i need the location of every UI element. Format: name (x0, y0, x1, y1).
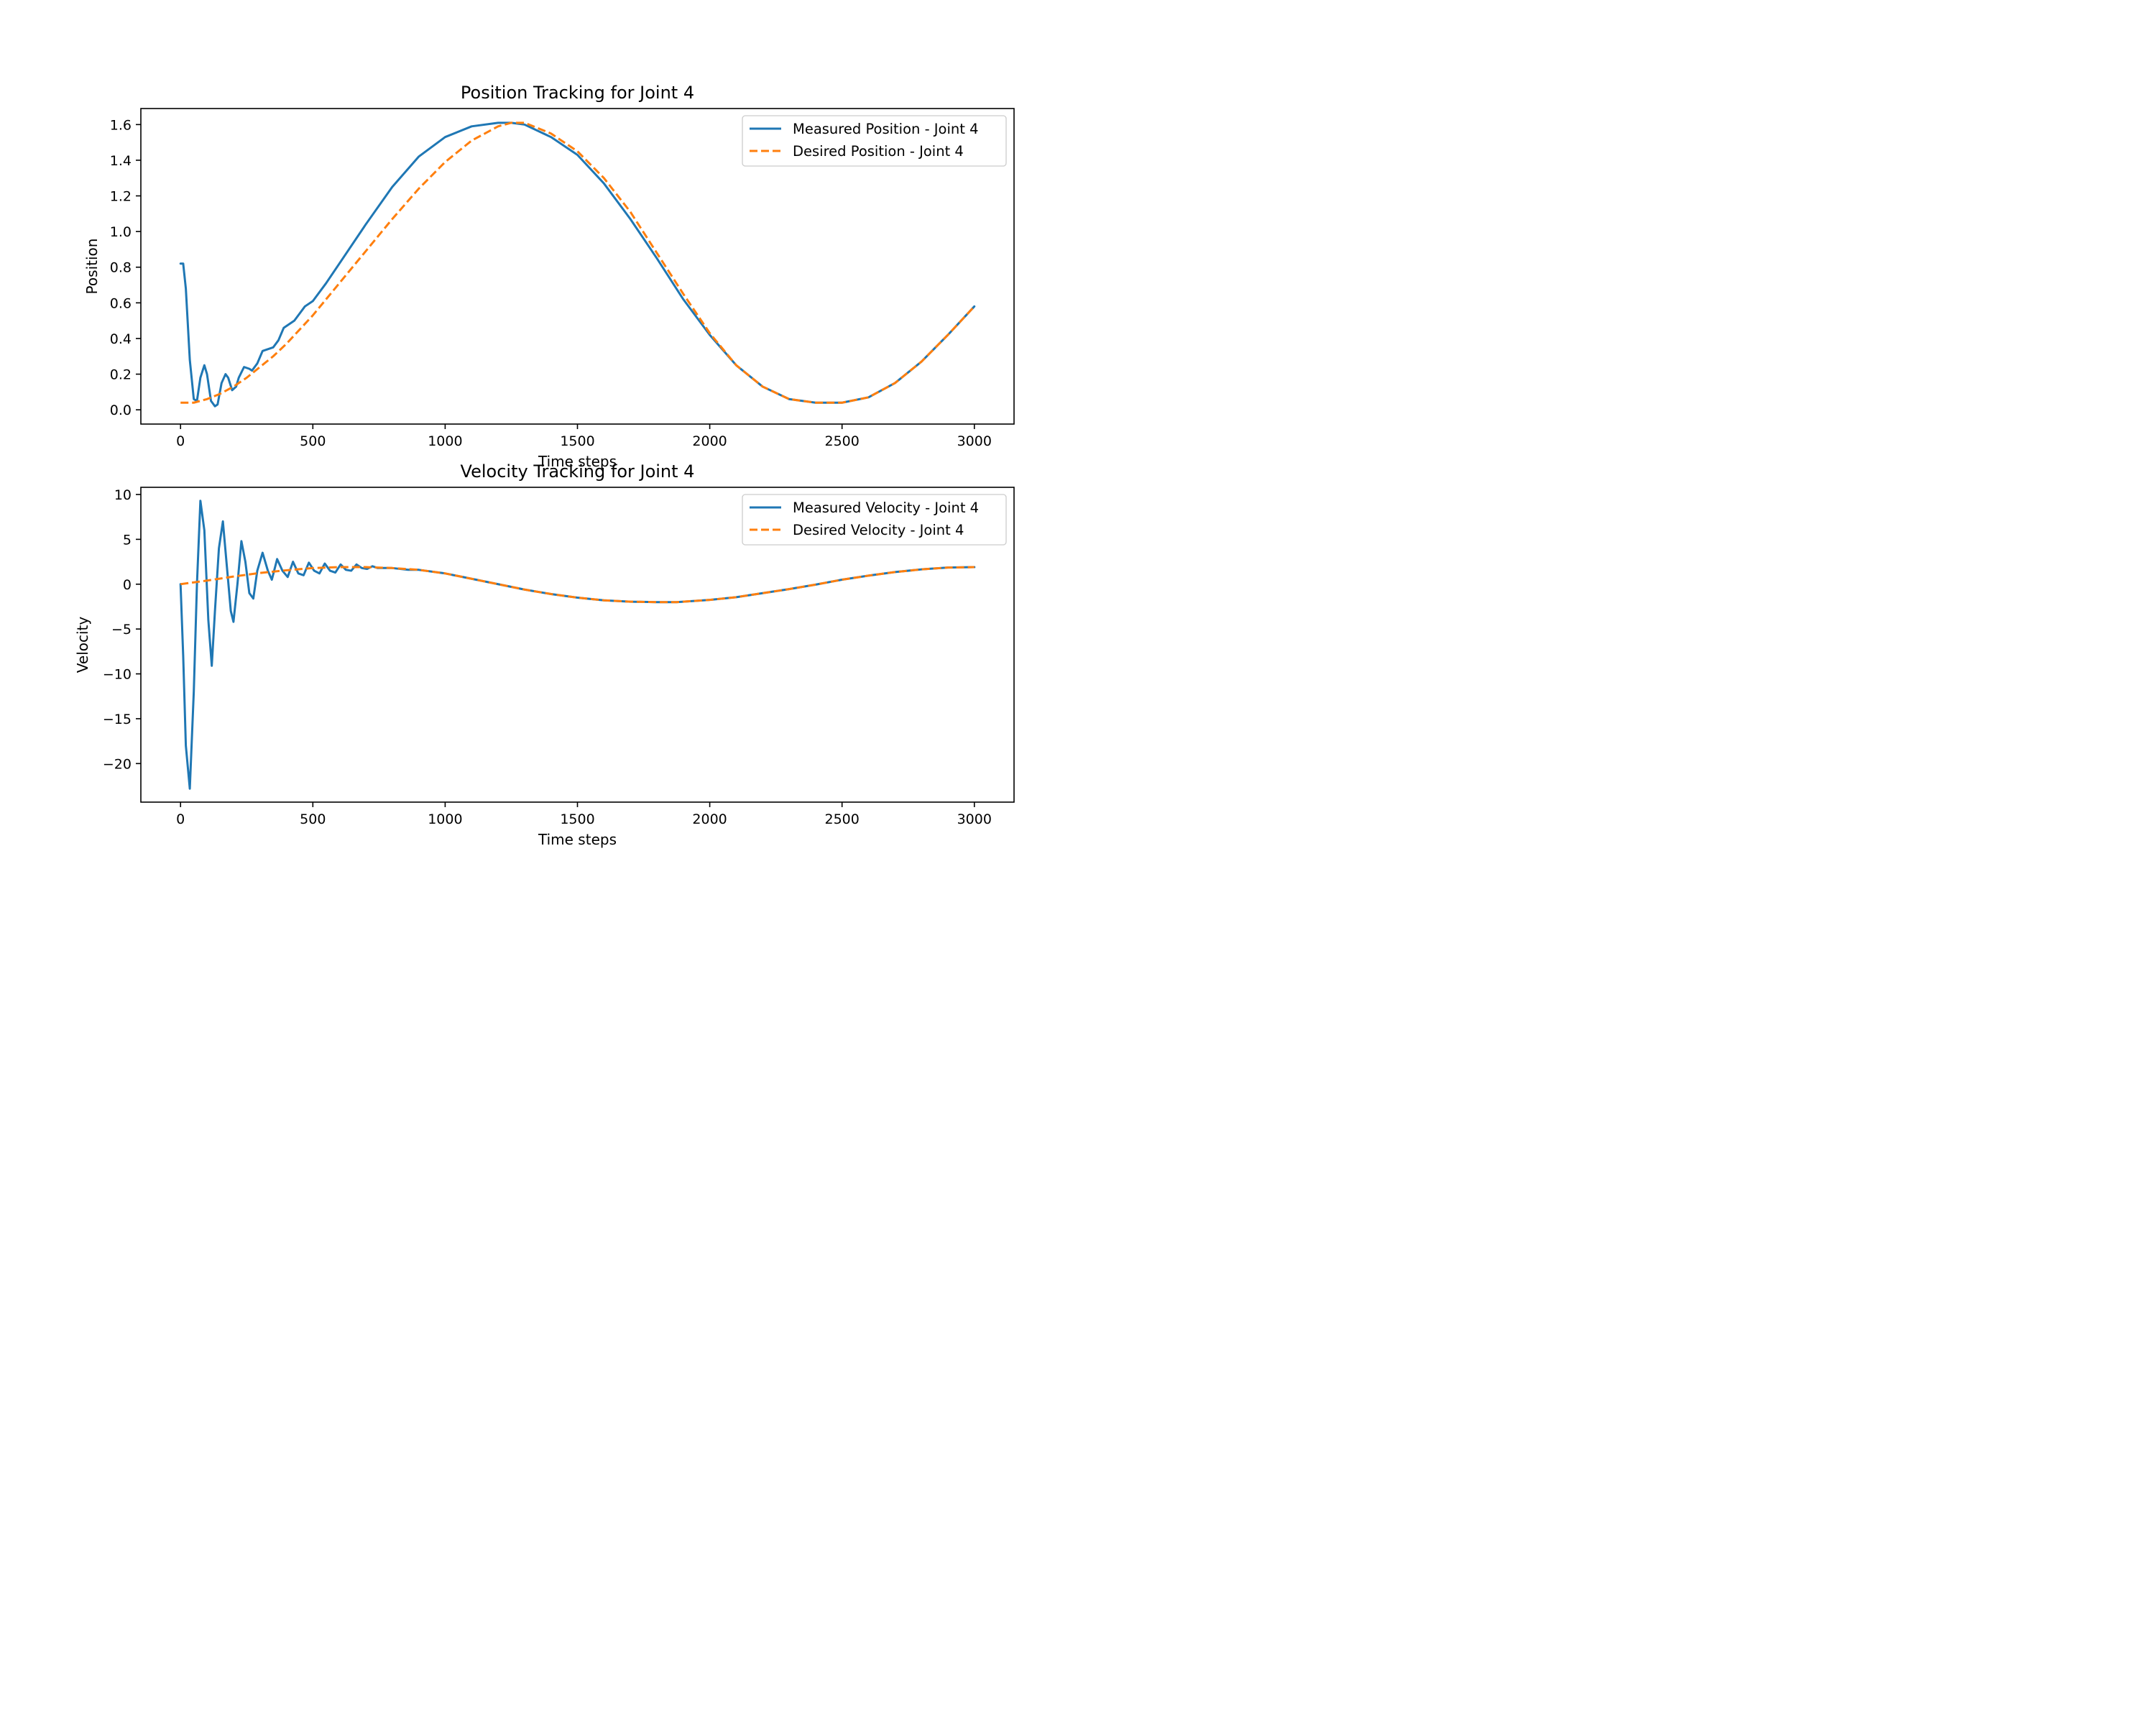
series-line-measured (179, 121, 976, 408)
chart-title: Position Tracking for Joint 4 (461, 83, 694, 103)
y-axis-label: Velocity (74, 617, 91, 673)
legend: Measured Position - Joint 4 Desired Posit… (742, 115, 1007, 167)
y-tick-label: −5 (111, 622, 132, 638)
x-axis-label: Time steps (538, 453, 617, 470)
y-tick-label: 1.0 (110, 224, 132, 240)
y-tick-label: −20 (103, 756, 132, 772)
legend: Measured Velocity - Joint 4 Desired Veloc… (742, 494, 1007, 546)
figure: Position Tracking for Joint 40 500 1000 150… (74, 83, 1015, 848)
y-tick-label: 10 (114, 487, 132, 503)
x-tick-label: 2000 (692, 811, 727, 827)
legend-label: Desired Velocity - Joint 4 (793, 522, 964, 538)
x-tick-label: 0 (176, 811, 185, 827)
y-tick-label: 1.4 (110, 153, 132, 169)
legend-box (742, 115, 1007, 167)
x-tick-label: 1500 (560, 433, 594, 449)
y-tick-label: −15 (103, 712, 132, 727)
x-tick-label: 2500 (825, 433, 860, 449)
legend-label: Measured Velocity - Joint 4 (793, 500, 979, 516)
x-tick-label: 3000 (957, 811, 992, 827)
legend-box (742, 494, 1007, 546)
y-tick-label: 0.4 (110, 331, 132, 347)
chart-panel-2: Velocity Tracking for Joint 4 0 500 1000 150… (74, 461, 1015, 848)
series-group (179, 121, 976, 408)
y-tick-label: 0.0 (110, 402, 132, 418)
series-line-desired (180, 121, 975, 404)
legend-label: Measured Position - Joint 4 (793, 121, 979, 137)
series-line-desired (180, 566, 975, 604)
chart-title: Velocity Tracking for Joint 4 (461, 461, 695, 482)
x-axis-label: Time steps (538, 831, 617, 848)
x-tick-label: 1000 (428, 811, 462, 827)
x-tick-label: 2500 (825, 811, 860, 827)
y-axis-label: Position (83, 239, 101, 295)
y-tick-label: 0 (123, 577, 132, 593)
x-tick-label: 1500 (560, 811, 594, 827)
series-group (179, 500, 976, 790)
y-tick-label: −10 (103, 667, 132, 683)
legend-label: Desired Position - Joint 4 (793, 143, 964, 160)
x-tick-label: 1000 (428, 433, 462, 449)
x-tick-label: 2000 (692, 433, 727, 449)
y-tick-label: 0.6 (110, 295, 132, 311)
y-tick-label: 5 (123, 532, 132, 548)
x-tick-label: 0 (176, 433, 185, 449)
chart-panel-1: Position Tracking for Joint 4 0 500 1000 150… (83, 83, 1015, 470)
y-tick-label: 1.2 (110, 189, 132, 205)
x-tick-label: 500 (300, 811, 326, 827)
y-tick-label: 1.6 (110, 117, 132, 133)
y-tick-label: 0.2 (110, 367, 132, 383)
x-tick-label: 500 (300, 433, 326, 449)
y-tick-label: 0.8 (110, 260, 132, 276)
x-tick-label: 3000 (957, 433, 992, 449)
